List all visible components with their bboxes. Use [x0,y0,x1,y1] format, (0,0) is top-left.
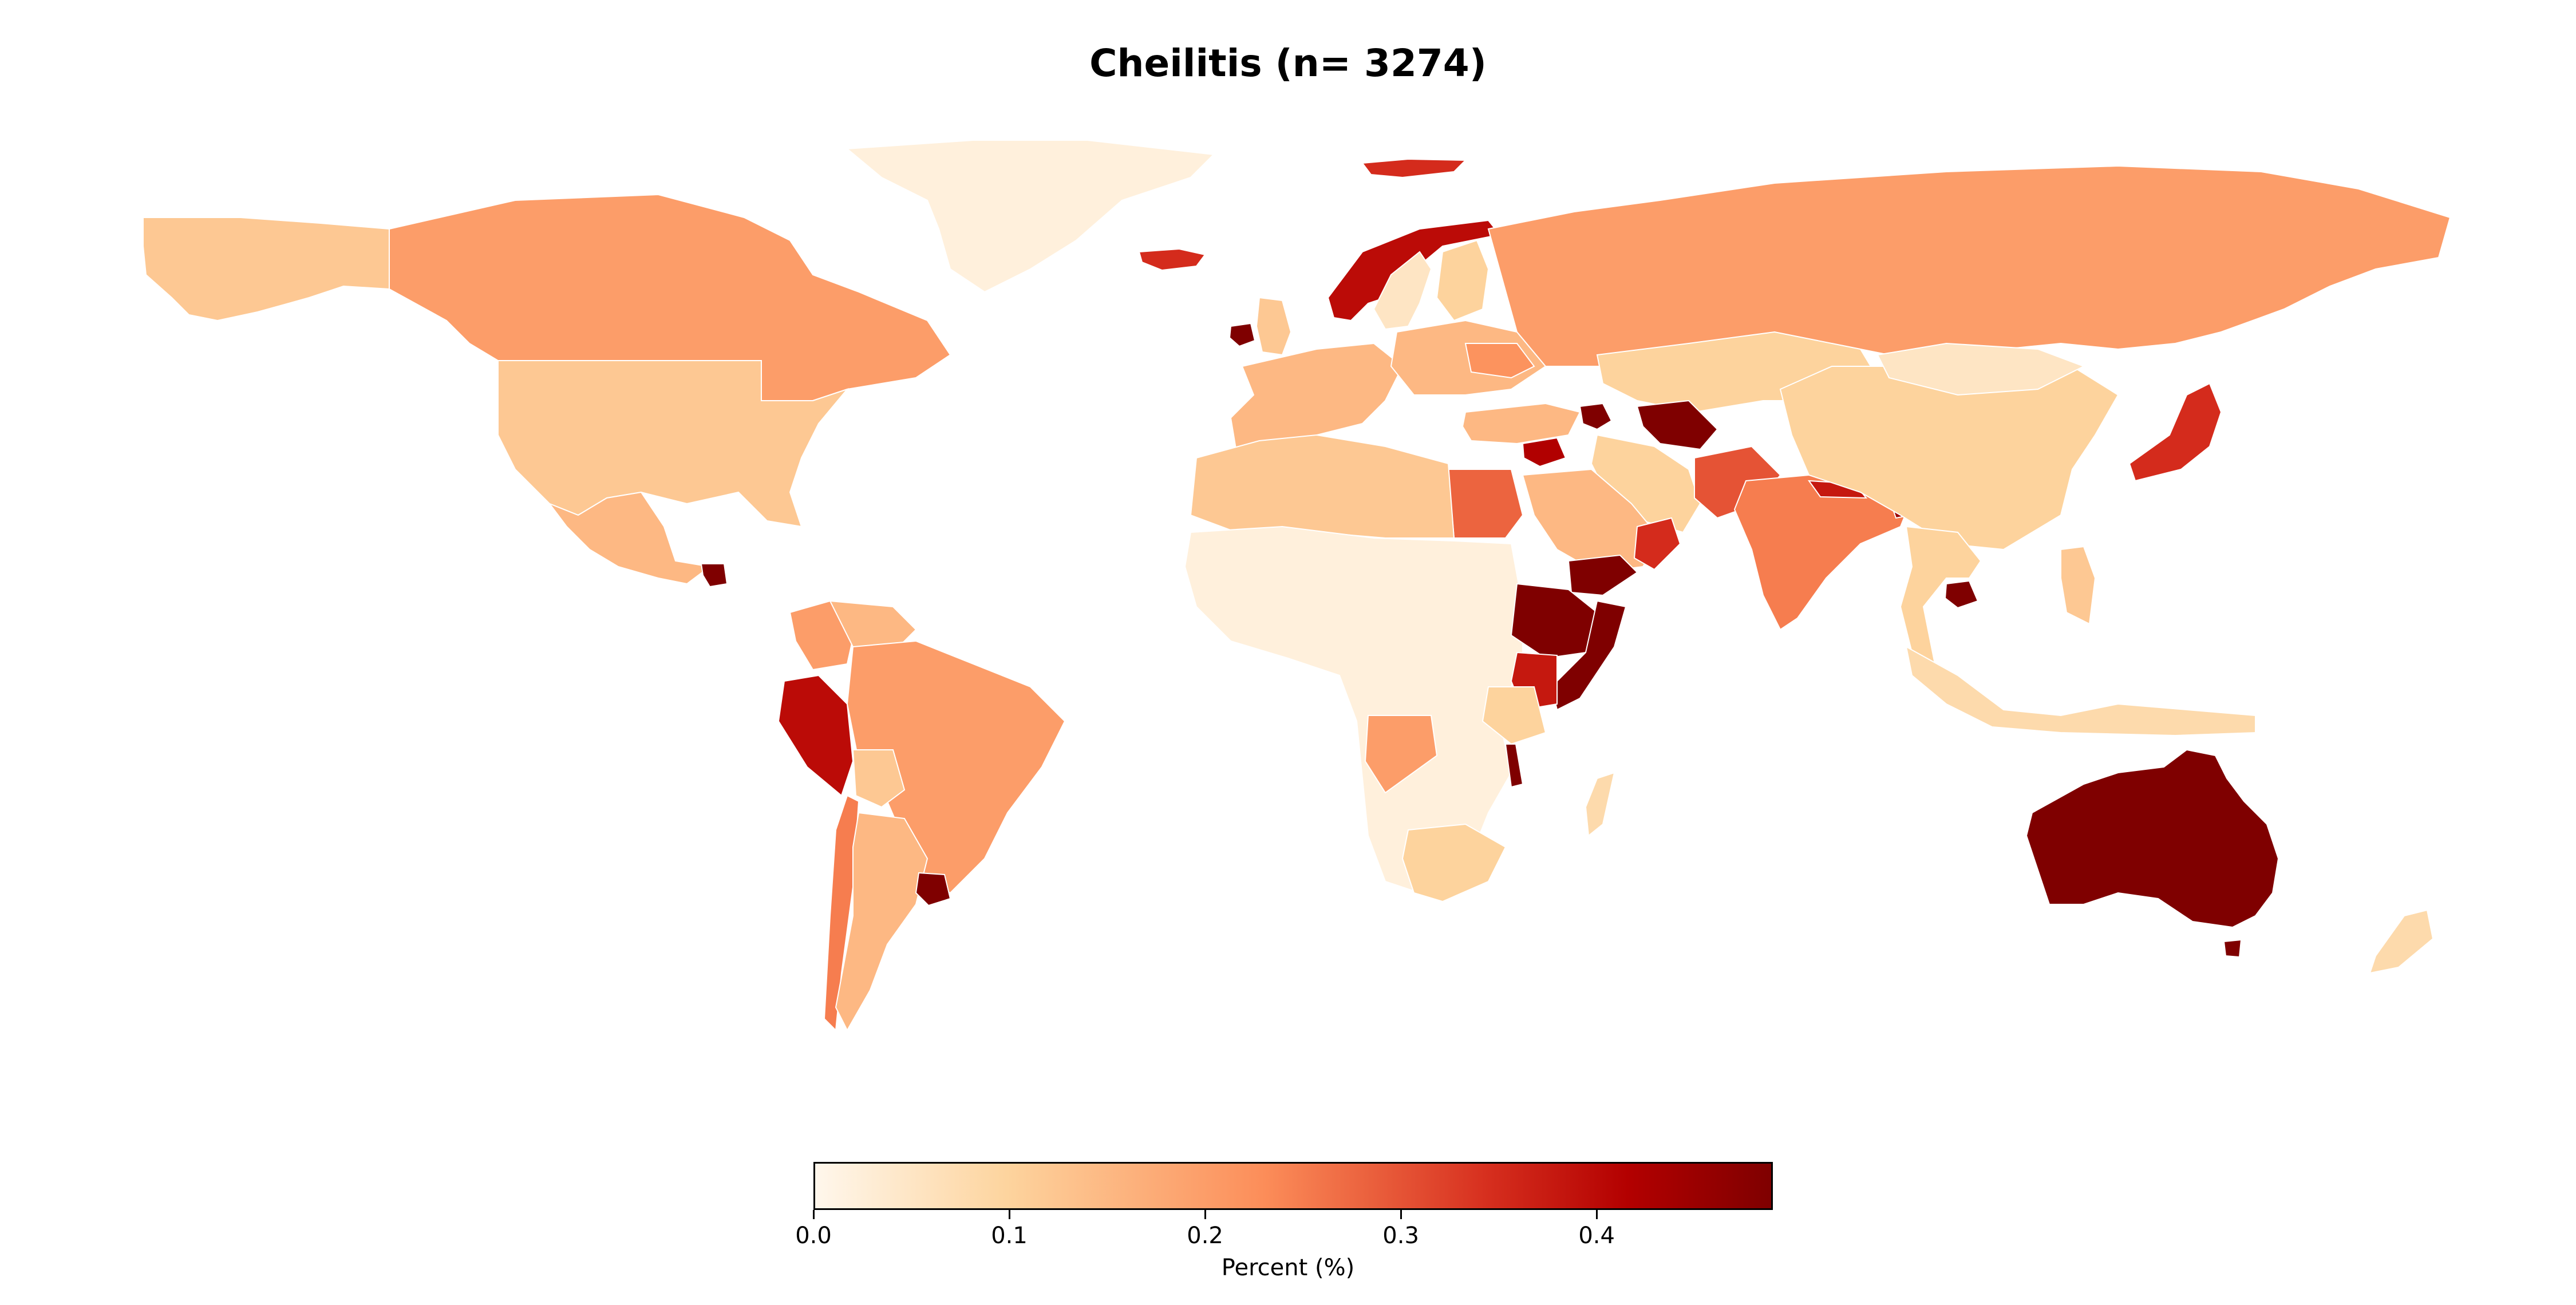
region-azerbaijan [1579,402,1613,430]
region-finland [1436,239,1490,322]
region-turkmenistan [1636,400,1718,450]
region-mongolia [1876,342,2085,396]
region-north-africa [1190,434,1455,539]
region-saudi-arabia [1522,468,1661,574]
region-south-africa [1401,823,1507,903]
region-western-europe [1230,342,1404,459]
colorbar-label: Percent (%) [1221,1255,1355,1281]
map-title: Cheilitis (n= 3274) [1089,41,1487,85]
region-oman [1633,517,1681,571]
region-madagascar [1585,772,1615,837]
region-japan [2128,382,2222,482]
region-turkey [1461,402,1581,445]
region-southeast-asia [1899,525,1982,665]
region-iceland [1138,248,1206,271]
colorbar-tick-label: 0.1 [991,1223,1028,1249]
region-sweden [1373,251,1432,330]
region-malawi [1504,744,1524,788]
country-regions [143,140,2451,1032]
region-united-kingdom [1255,296,1292,356]
colorbar [813,1162,1773,1210]
region-romania [1464,343,1535,379]
colorbar-tick-label: 0.3 [1382,1223,1419,1249]
colorbar-tick [1204,1210,1207,1219]
region-uruguay [915,872,951,907]
region-syria [1522,437,1567,468]
region-guatemala [700,563,728,588]
region-australia [2025,749,2279,928]
region-venezuela [829,600,917,654]
colorbar-tick-label: 0.2 [1187,1223,1223,1249]
region-somalia [1550,600,1627,711]
colorbar-tick [1400,1210,1402,1219]
region-cambodia [1944,580,1979,609]
region-angola [1364,715,1438,794]
region-indonesia [1905,646,2256,737]
colorbar-tick [1009,1210,1011,1219]
colorbar-tick [1596,1210,1598,1219]
region-egypt [1447,469,1524,539]
region-ethiopia [1510,583,1598,659]
region-tanzania [1481,686,1547,745]
colorbar-tick [813,1210,815,1219]
colorbar-tick-label: 0.4 [1578,1223,1615,1249]
region-canada [389,193,951,401]
region-greenland [846,140,1215,293]
region-alaska [143,217,390,322]
region-argentina [835,812,929,1032]
region-philippines [2060,545,2096,625]
region-tasmania [2223,939,2242,958]
colorbar-tick-label: 0.0 [795,1223,832,1249]
region-yemen [1567,554,1638,596]
region-new-zealand [2369,909,2434,974]
region-ireland [1228,322,1256,347]
region-svalbard [1361,158,1467,179]
region-bolivia [852,749,906,808]
region-peru [777,674,854,797]
